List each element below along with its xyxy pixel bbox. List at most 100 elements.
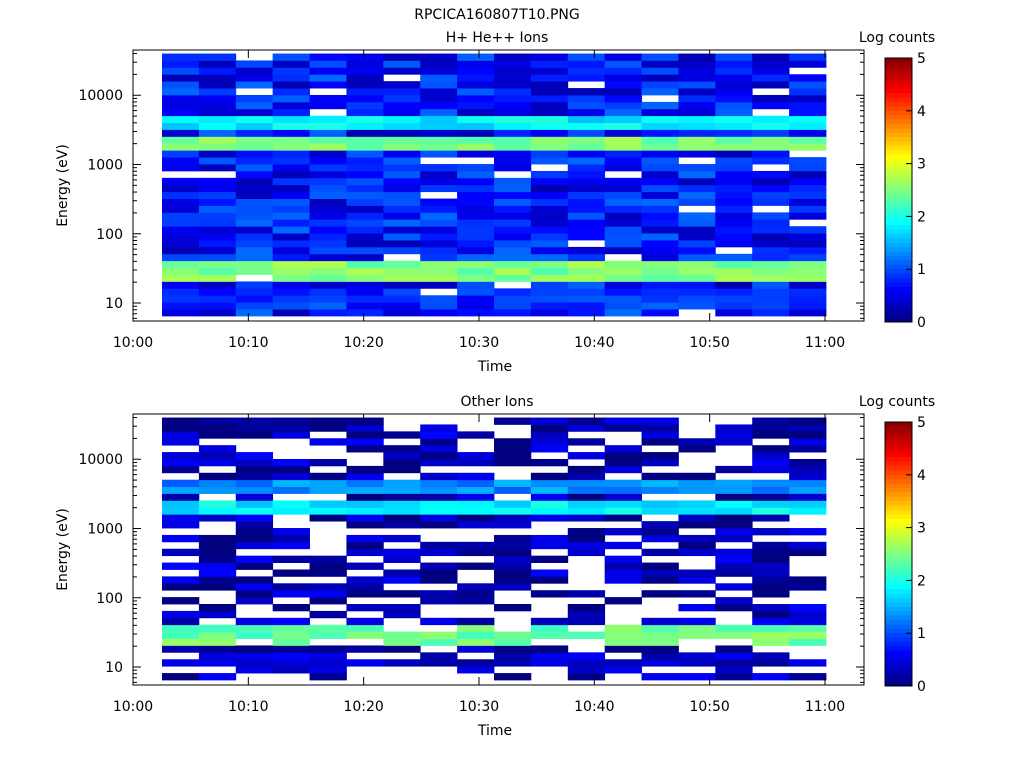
- heatmap-cell: [641, 177, 679, 186]
- heatmap-cell: [346, 514, 384, 522]
- colorbar-segment: [885, 466, 912, 471]
- heatmap-cell: [494, 253, 532, 262]
- heatmap-cell: [567, 281, 606, 289]
- colorbar-segment: [885, 615, 912, 621]
- heatmap-cell: [457, 164, 495, 172]
- heatmap-cell: [567, 548, 606, 557]
- heatmap-cell: [641, 431, 679, 439]
- heatmap-cell: [235, 219, 274, 227]
- heatmap-cell: [715, 597, 753, 605]
- heatmap-cell: [604, 115, 642, 124]
- heatmap-cell: [235, 541, 274, 550]
- heatmap-cell: [457, 233, 495, 241]
- heatmap-cell: [420, 81, 458, 89]
- heatmap-cell: [678, 673, 716, 681]
- heatmap-cell: [346, 521, 384, 529]
- heatmap-cell: [715, 438, 753, 446]
- heatmap-cell: [752, 143, 790, 151]
- heatmap-cell: [604, 60, 642, 68]
- heatmap-cell: [494, 115, 532, 124]
- heatmap-cell: [235, 164, 274, 172]
- x-tick-label: 10:10: [228, 699, 268, 715]
- heatmap-cell: [752, 267, 790, 275]
- heatmap-cell: [457, 486, 495, 494]
- heatmap-cell: [604, 555, 642, 563]
- heatmap-cell: [162, 493, 200, 501]
- colorbar-segment: [885, 154, 912, 160]
- heatmap-cell: [420, 472, 458, 481]
- heatmap-cell: [420, 590, 458, 598]
- heatmap-cell: [272, 295, 310, 303]
- heatmap-cell: [494, 184, 532, 193]
- colorbar-segment: [885, 461, 912, 467]
- heatmap-cell: [530, 240, 569, 248]
- panel-other-ions: 10:00 10:10 10:20 10:30 10:40 10:50 11:0010100…: [55, 394, 935, 739]
- heatmap-cell: [383, 108, 421, 117]
- heatmap-cell: [641, 170, 679, 179]
- heatmap-cell: [457, 590, 495, 598]
- heatmap-cell: [309, 253, 347, 262]
- heatmap-cell: [789, 157, 827, 165]
- heatmap-cell: [198, 431, 237, 439]
- heatmap-cell: [715, 150, 753, 158]
- colorbar-segment: [885, 567, 912, 573]
- heatmap-cell: [641, 479, 679, 488]
- colorbar-segment: [885, 185, 912, 191]
- heatmap-cell: [198, 191, 237, 199]
- heatmap-cell: [383, 288, 421, 296]
- heatmap-cell: [162, 198, 200, 206]
- heatmap-cell: [309, 94, 347, 103]
- heatmap-cell: [752, 74, 790, 82]
- heatmap-cell: [162, 240, 200, 248]
- heatmap-cell: [198, 108, 237, 117]
- colorbar-segment: [885, 580, 912, 586]
- heatmap-cell: [235, 288, 274, 296]
- heatmap-cell: [567, 479, 606, 488]
- heatmap-cell: [715, 424, 753, 432]
- heatmap-cell: [235, 205, 274, 213]
- heatmap-cell: [678, 445, 716, 453]
- colorbar-segment: [885, 256, 912, 261]
- heatmap-cell: [162, 597, 200, 605]
- heatmap-cell: [678, 53, 716, 61]
- heatmap-cell: [309, 507, 347, 515]
- colorbar-segment: [885, 225, 912, 231]
- heatmap-cell: [383, 555, 421, 563]
- heatmap-cell: [752, 177, 790, 186]
- heatmap-cell: [272, 226, 310, 234]
- heatmap-cell: [309, 472, 347, 481]
- heatmap-cell: [162, 645, 200, 653]
- heatmap-cell: [494, 288, 532, 296]
- heatmap-cell: [346, 631, 384, 639]
- heatmap-cell: [309, 486, 347, 494]
- heatmap-cell: [789, 170, 827, 179]
- heatmap-cell: [567, 493, 606, 501]
- heatmap-cell: [198, 652, 237, 660]
- heatmap-cell: [457, 541, 495, 550]
- colorbar-segment: [885, 536, 912, 542]
- heatmap-cell: [457, 184, 495, 193]
- colorbar-segment: [885, 430, 912, 436]
- heatmap-cell: [235, 528, 274, 536]
- heatmap-cell: [198, 177, 237, 186]
- heatmap-cell: [457, 129, 495, 137]
- heatmap-cell: [383, 129, 421, 137]
- heatmap-cell: [752, 445, 790, 453]
- heatmap-cell: [530, 458, 569, 467]
- colorbar-segment: [885, 505, 912, 511]
- heatmap-cell: [789, 486, 827, 494]
- heatmap-cell: [715, 122, 753, 130]
- heatmap-cell: [162, 177, 200, 186]
- y-tick-label: 100: [96, 227, 123, 243]
- heatmap-cell: [752, 638, 790, 646]
- colorbar-segment: [885, 163, 912, 169]
- heatmap-cell: [604, 458, 642, 467]
- heatmap-cell: [346, 108, 384, 117]
- heatmap-cell: [715, 198, 753, 206]
- colorbar-segment: [885, 181, 912, 187]
- heatmap-cell: [235, 74, 274, 82]
- heatmap-cell: [494, 604, 532, 612]
- heatmap-cell: [567, 631, 606, 639]
- heatmap-cell: [162, 233, 200, 241]
- heatmap-cell: [567, 246, 606, 255]
